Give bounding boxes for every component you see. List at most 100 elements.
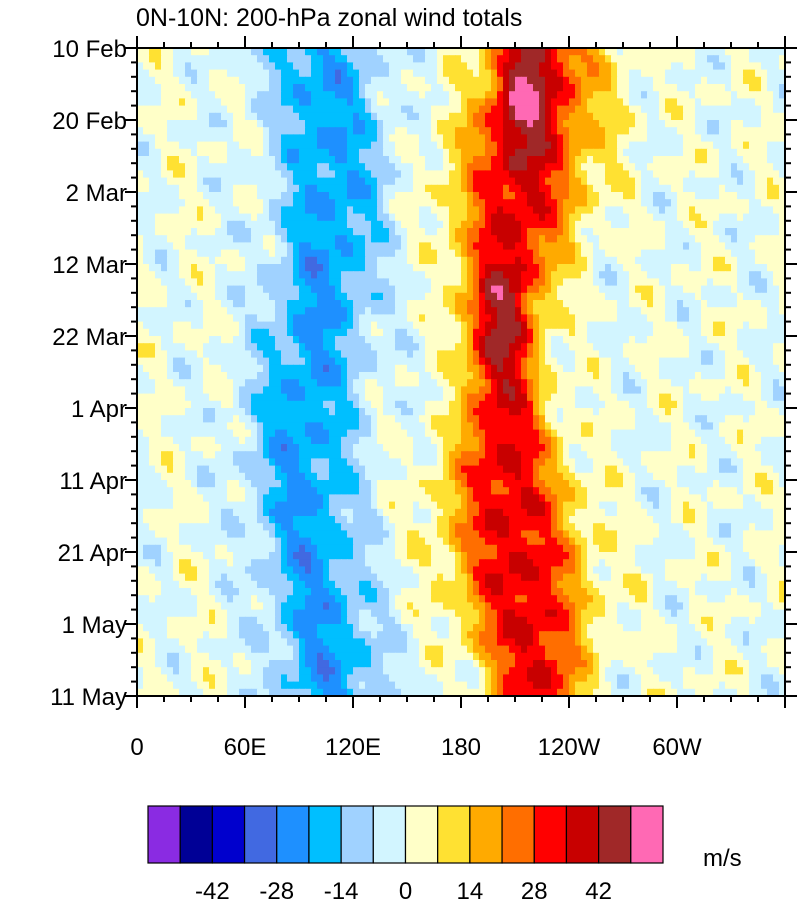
field-cell [725, 256, 732, 265]
field-cell [413, 105, 420, 114]
field-cell [527, 156, 534, 164]
field-cell [371, 141, 378, 150]
field-cell [527, 220, 534, 229]
field-cell [395, 91, 402, 99]
field-cell [299, 134, 306, 143]
field-cell [479, 206, 486, 215]
field-cell [305, 192, 312, 200]
field-cell [677, 69, 684, 78]
field-cell [503, 170, 510, 179]
field-cell [515, 148, 522, 157]
field-cell [605, 120, 612, 128]
field-cell [623, 336, 630, 344]
field-cell [743, 91, 750, 99]
field-cell [215, 163, 222, 171]
field-cell [335, 55, 342, 63]
field-cell [293, 285, 300, 294]
field-cell [209, 213, 216, 222]
field-cell [401, 148, 408, 157]
field-cell [269, 105, 276, 114]
field-cell [479, 264, 486, 272]
field-cell [623, 112, 630, 121]
field-cell [359, 364, 366, 373]
field-cell [623, 314, 630, 323]
field-cell [701, 112, 708, 121]
field-cell [611, 271, 618, 279]
field-cell [191, 264, 198, 272]
field-cell [443, 249, 450, 258]
field-cell [539, 48, 546, 56]
field-cell [197, 148, 204, 157]
field-cell [173, 134, 180, 143]
field-cell [731, 120, 738, 128]
field-cell [227, 206, 234, 215]
field-cell [683, 336, 690, 344]
field-cell [707, 271, 714, 279]
field-cell [335, 357, 342, 366]
field-cell [635, 372, 642, 380]
field-cell [545, 213, 552, 222]
field-cell [245, 264, 252, 272]
field-cell [491, 249, 498, 258]
field-cell [227, 177, 234, 186]
field-cell [425, 98, 432, 107]
field-cell [179, 199, 186, 207]
field-cell [185, 170, 192, 179]
field-cell [185, 292, 192, 301]
field-cell [683, 134, 690, 143]
field-cell [491, 213, 498, 222]
field-cell [263, 177, 270, 186]
field-cell [191, 314, 198, 323]
field-cell [311, 292, 318, 301]
field-cell [557, 170, 564, 179]
field-cell [485, 184, 492, 193]
field-cell [341, 184, 348, 193]
field-cell [317, 112, 324, 121]
field-cell [449, 112, 456, 121]
field-cell [755, 242, 762, 251]
field-cell [293, 76, 300, 85]
field-cell [221, 228, 228, 236]
field-cell [539, 242, 546, 251]
field-cell [353, 76, 360, 85]
field-cell [473, 127, 480, 135]
field-cell [485, 220, 492, 229]
field-cell [707, 177, 714, 186]
field-cell [257, 379, 264, 387]
field-cell [575, 112, 582, 121]
field-cell [689, 105, 696, 114]
field-cell [779, 156, 785, 164]
field-cell [623, 177, 630, 186]
field-cell [653, 372, 660, 380]
field-cell [329, 213, 336, 222]
field-cell [335, 364, 342, 373]
field-cell [527, 105, 534, 114]
field-cell [551, 292, 558, 301]
field-cell [563, 321, 570, 330]
field-cell [377, 372, 384, 380]
field-cell [533, 184, 540, 193]
field-cell [179, 112, 186, 121]
field-cell [317, 141, 324, 150]
field-cell [671, 350, 678, 359]
field-cell [563, 213, 570, 222]
field-cell [215, 314, 222, 323]
field-cell [461, 177, 468, 186]
field-cell [221, 249, 228, 258]
field-cell [287, 84, 294, 92]
field-cell [497, 148, 504, 157]
field-cell [755, 350, 762, 359]
field-cell [281, 285, 288, 294]
field-cell [569, 242, 576, 251]
field-cell [665, 170, 672, 179]
field-cell [185, 148, 192, 157]
field-cell [575, 62, 582, 71]
field-cell [515, 228, 522, 236]
field-cell [155, 98, 162, 107]
field-cell [257, 163, 264, 171]
field-cell [617, 206, 624, 215]
field-cell [389, 256, 396, 265]
field-cell [677, 120, 684, 128]
field-cell [209, 264, 216, 272]
field-cell [341, 300, 348, 308]
